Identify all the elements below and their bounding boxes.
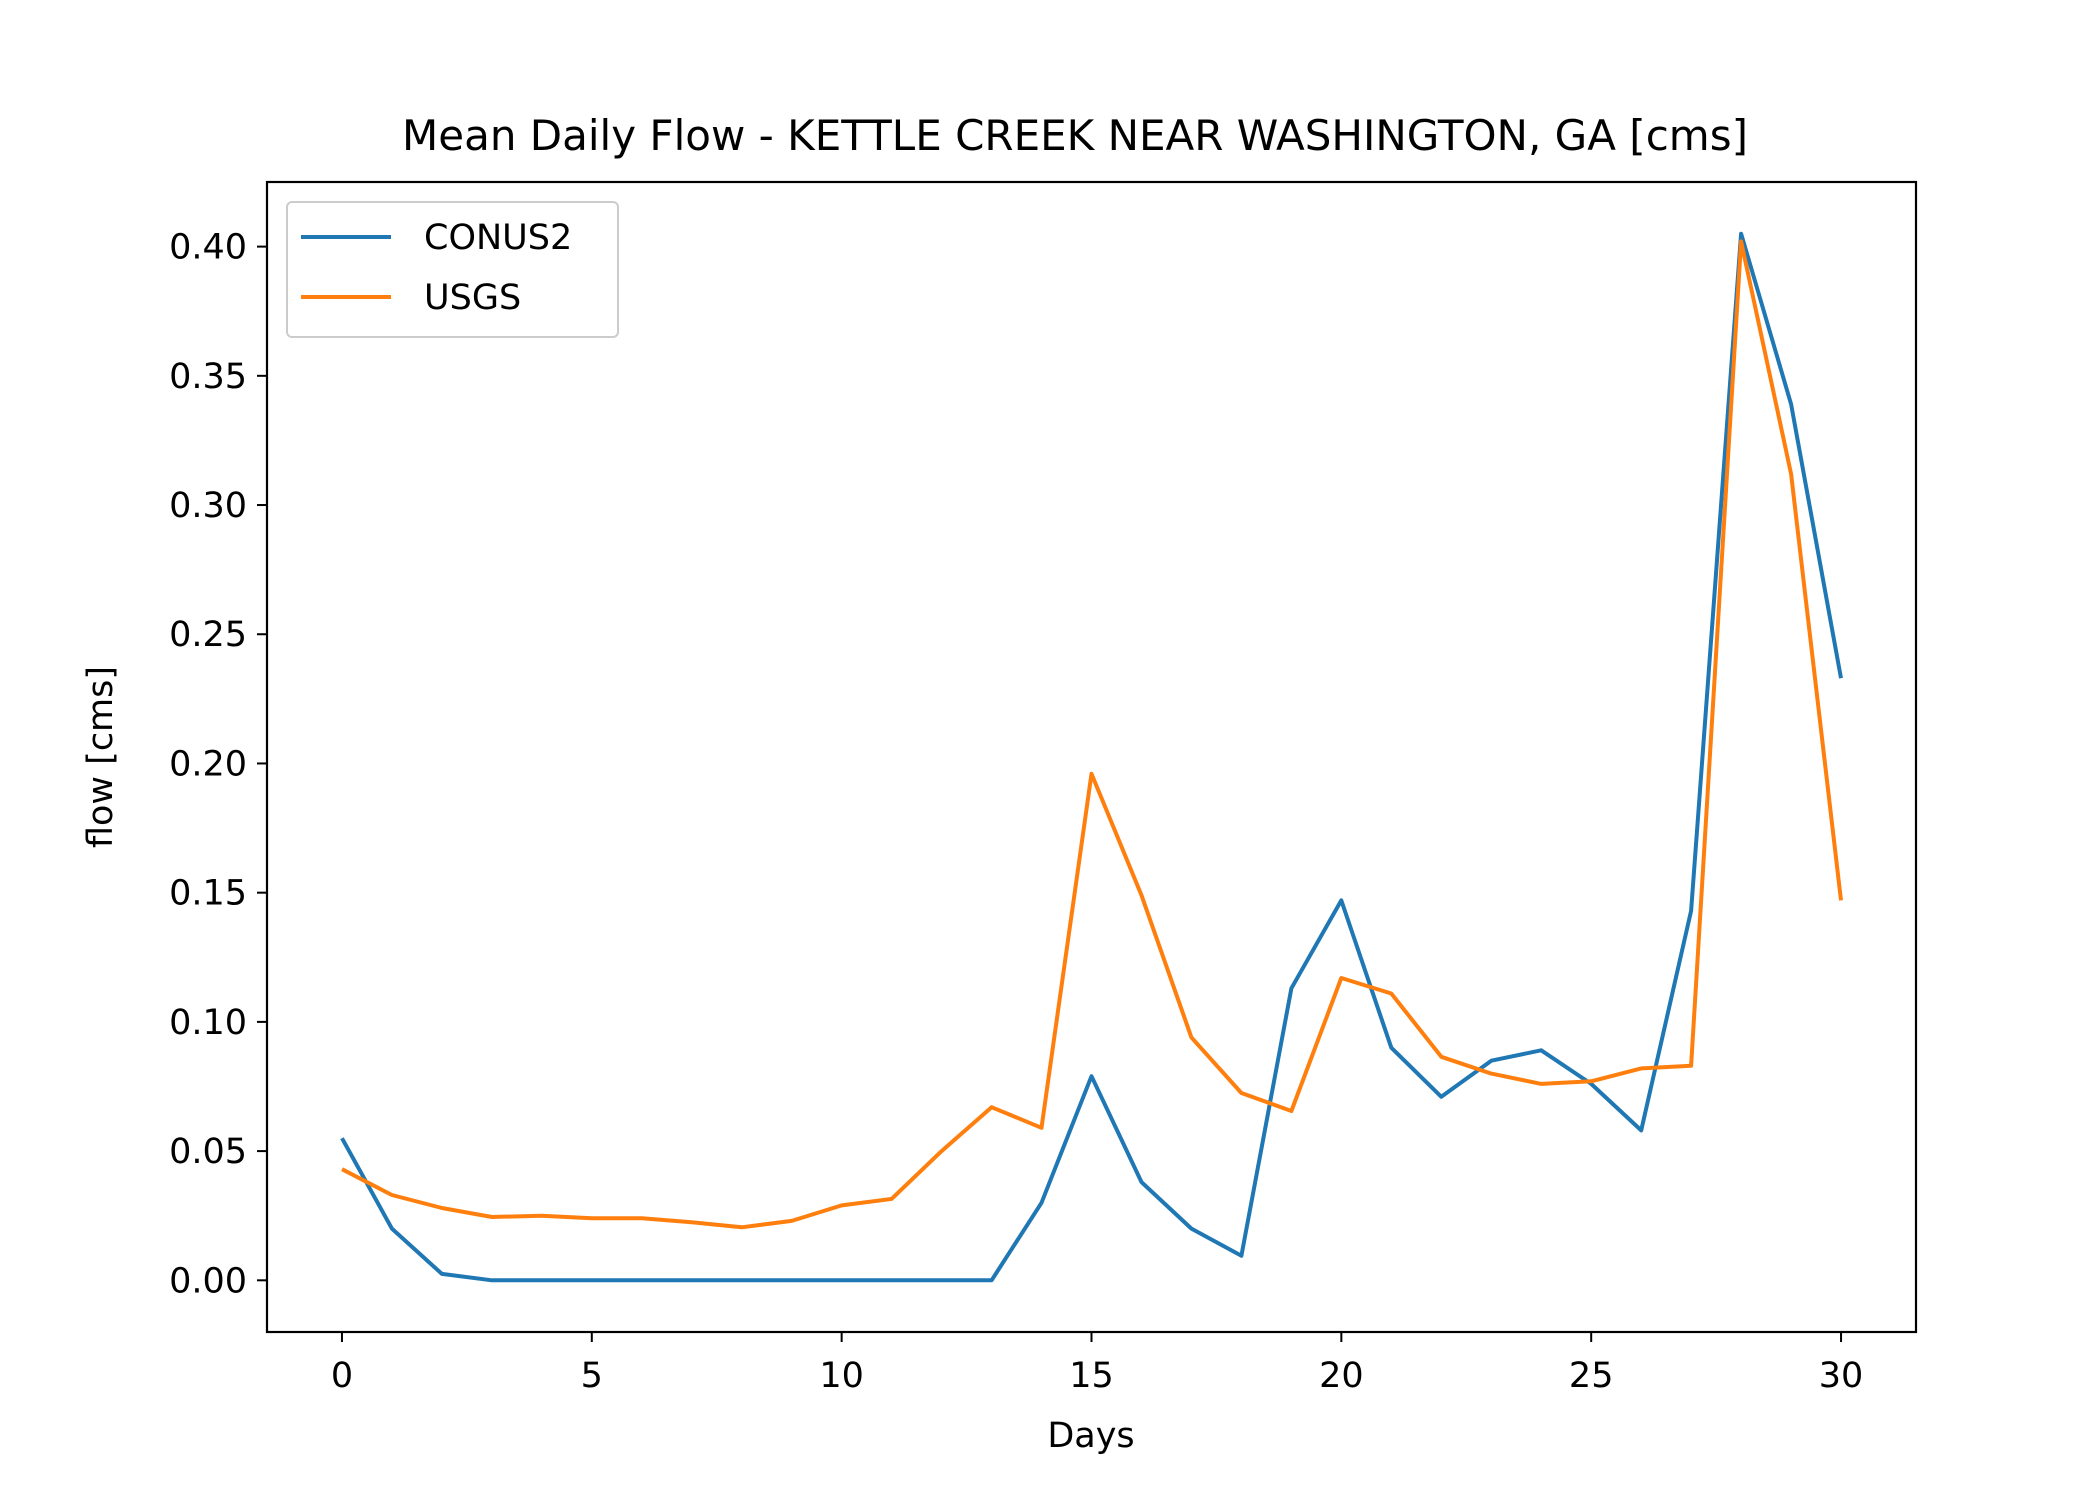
x-tick-label: 0 xyxy=(331,1356,353,1396)
legend-label-conus2: CONUS2 xyxy=(424,218,572,258)
x-tick-label: 15 xyxy=(1069,1356,1114,1396)
y-tick-label: 0.20 xyxy=(169,744,247,784)
y-tick-label: 0.40 xyxy=(169,228,247,268)
x-axis-label: Days xyxy=(1047,1416,1134,1456)
y-tick-label: 0.15 xyxy=(169,874,247,914)
y-tick-label: 0.00 xyxy=(169,1261,247,1301)
x-tick-label: 20 xyxy=(1319,1356,1364,1396)
x-tick-label: 25 xyxy=(1569,1356,1614,1396)
plot-area xyxy=(340,231,1843,1283)
y-tick-label: 0.25 xyxy=(169,615,247,655)
y-axis: 0.00 0.05 0.10 0.15 0.20 0.25 0.30 0.35 0.40 xyxy=(169,228,267,1301)
y-tick-label: 0.35 xyxy=(169,357,247,397)
chart-title: Mean Daily Flow - KETTLE CREEK NEAR WASH… xyxy=(402,111,1748,160)
y-axis-label: flow [cms] xyxy=(81,666,121,848)
y-tick-label: 0.05 xyxy=(169,1132,247,1172)
y-tick-label: 0.30 xyxy=(169,486,247,526)
y-tick-label: 0.10 xyxy=(169,1003,247,1043)
series-line-usgs xyxy=(341,239,1843,1230)
x-tick-label: 5 xyxy=(581,1356,603,1396)
series-line-conus2 xyxy=(340,231,1843,1283)
axes-frame xyxy=(265,180,1918,1334)
x-tick-label: 10 xyxy=(819,1356,864,1396)
legend-label-usgs: USGS xyxy=(424,278,521,318)
x-tick-label: 30 xyxy=(1819,1356,1864,1396)
x-axis: 0 5 10 15 20 25 30 xyxy=(331,1332,1864,1396)
legend: CONUS2 USGS xyxy=(286,201,619,338)
